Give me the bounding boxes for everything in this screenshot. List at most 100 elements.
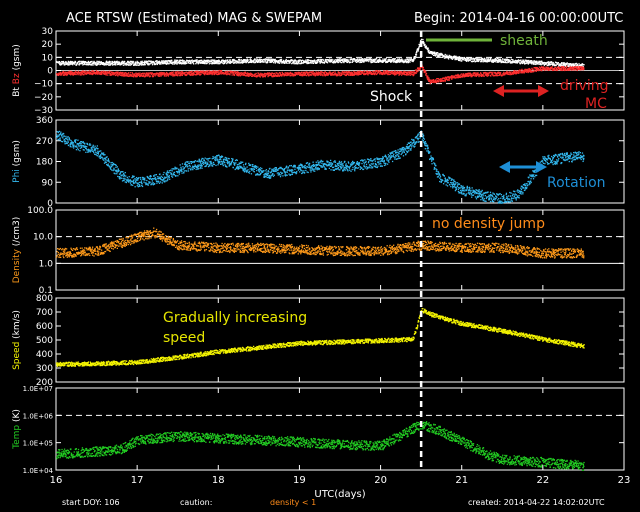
data-point [298,72,300,75]
data-point [410,73,413,75]
data-point [474,60,477,63]
data-point [495,57,497,60]
data-point [114,73,116,75]
data-point [150,175,152,177]
data-point [96,145,99,147]
data-point [382,71,385,73]
data-point [187,170,190,172]
data-point [251,61,253,64]
data-point [157,177,159,180]
data-point [531,63,533,65]
data-point [527,63,529,65]
data-point [102,63,104,66]
data-point [68,63,70,66]
data-point [236,71,238,73]
data-point [192,60,194,62]
data-point [418,44,421,46]
data-point [109,61,112,63]
data-point [411,60,413,62]
data-point [266,74,268,76]
data-point [69,61,71,64]
data-point [118,62,120,65]
data-point [224,62,226,64]
data-point [388,60,391,62]
data-point [150,184,152,186]
data-point [562,67,565,70]
data-point [180,59,182,62]
data-point [233,58,235,61]
data-point [62,62,64,64]
data-point [128,64,131,66]
data-point [316,60,318,62]
data-point [88,70,91,72]
data-point [131,63,133,65]
data-point [280,59,282,61]
data-point [369,72,371,75]
data-point [307,59,309,61]
data-point [270,59,272,61]
data-point [472,72,475,74]
data-point [105,64,108,66]
data-point [579,66,581,68]
data-point [548,67,551,70]
data-point [270,74,273,77]
data-point [417,49,419,51]
data-point [563,62,565,64]
data-point [82,70,84,72]
data-point [105,71,107,73]
data-point [416,51,418,53]
data-point [300,74,302,76]
data-point [66,74,68,77]
data-point [117,75,119,77]
data-point [62,61,65,64]
data-point [96,60,98,62]
data-point [360,73,362,75]
data-point [302,73,304,75]
data-point [76,143,79,145]
data-point [107,63,109,65]
data-point [306,62,308,65]
data-point [181,168,183,170]
data-point [417,50,419,52]
data-point [65,73,67,75]
data-point [191,70,193,73]
data-point [141,74,143,76]
data-point [579,64,582,67]
data-point [181,170,183,172]
data-point [65,135,67,138]
data-point [72,141,74,144]
data-point [391,71,393,73]
data-point [395,59,398,61]
data-point [492,58,494,61]
data-point [133,74,135,77]
data-point [436,81,438,83]
data-point [447,76,450,78]
data-point [272,60,274,62]
data-point [156,176,159,178]
data-point [276,60,278,63]
data-point [255,59,258,62]
data-point [562,62,564,64]
data-point [227,59,229,62]
data-point [501,75,503,77]
data-point [385,72,387,74]
data-point [280,58,283,61]
data-point [356,60,359,63]
data-point [509,61,511,63]
data-point [486,73,488,75]
data-point [74,141,77,144]
data-point [213,61,216,63]
data-point [576,65,578,67]
data-point [59,63,61,65]
data-point [148,181,150,183]
data-point [96,64,98,66]
data-point [112,169,114,172]
data-point [124,177,126,179]
data-point [285,61,287,63]
data-point [303,74,305,76]
data-point [296,73,299,75]
data-point [89,151,92,153]
data-point [387,60,390,63]
data-point [87,70,89,73]
data-point [332,62,334,64]
